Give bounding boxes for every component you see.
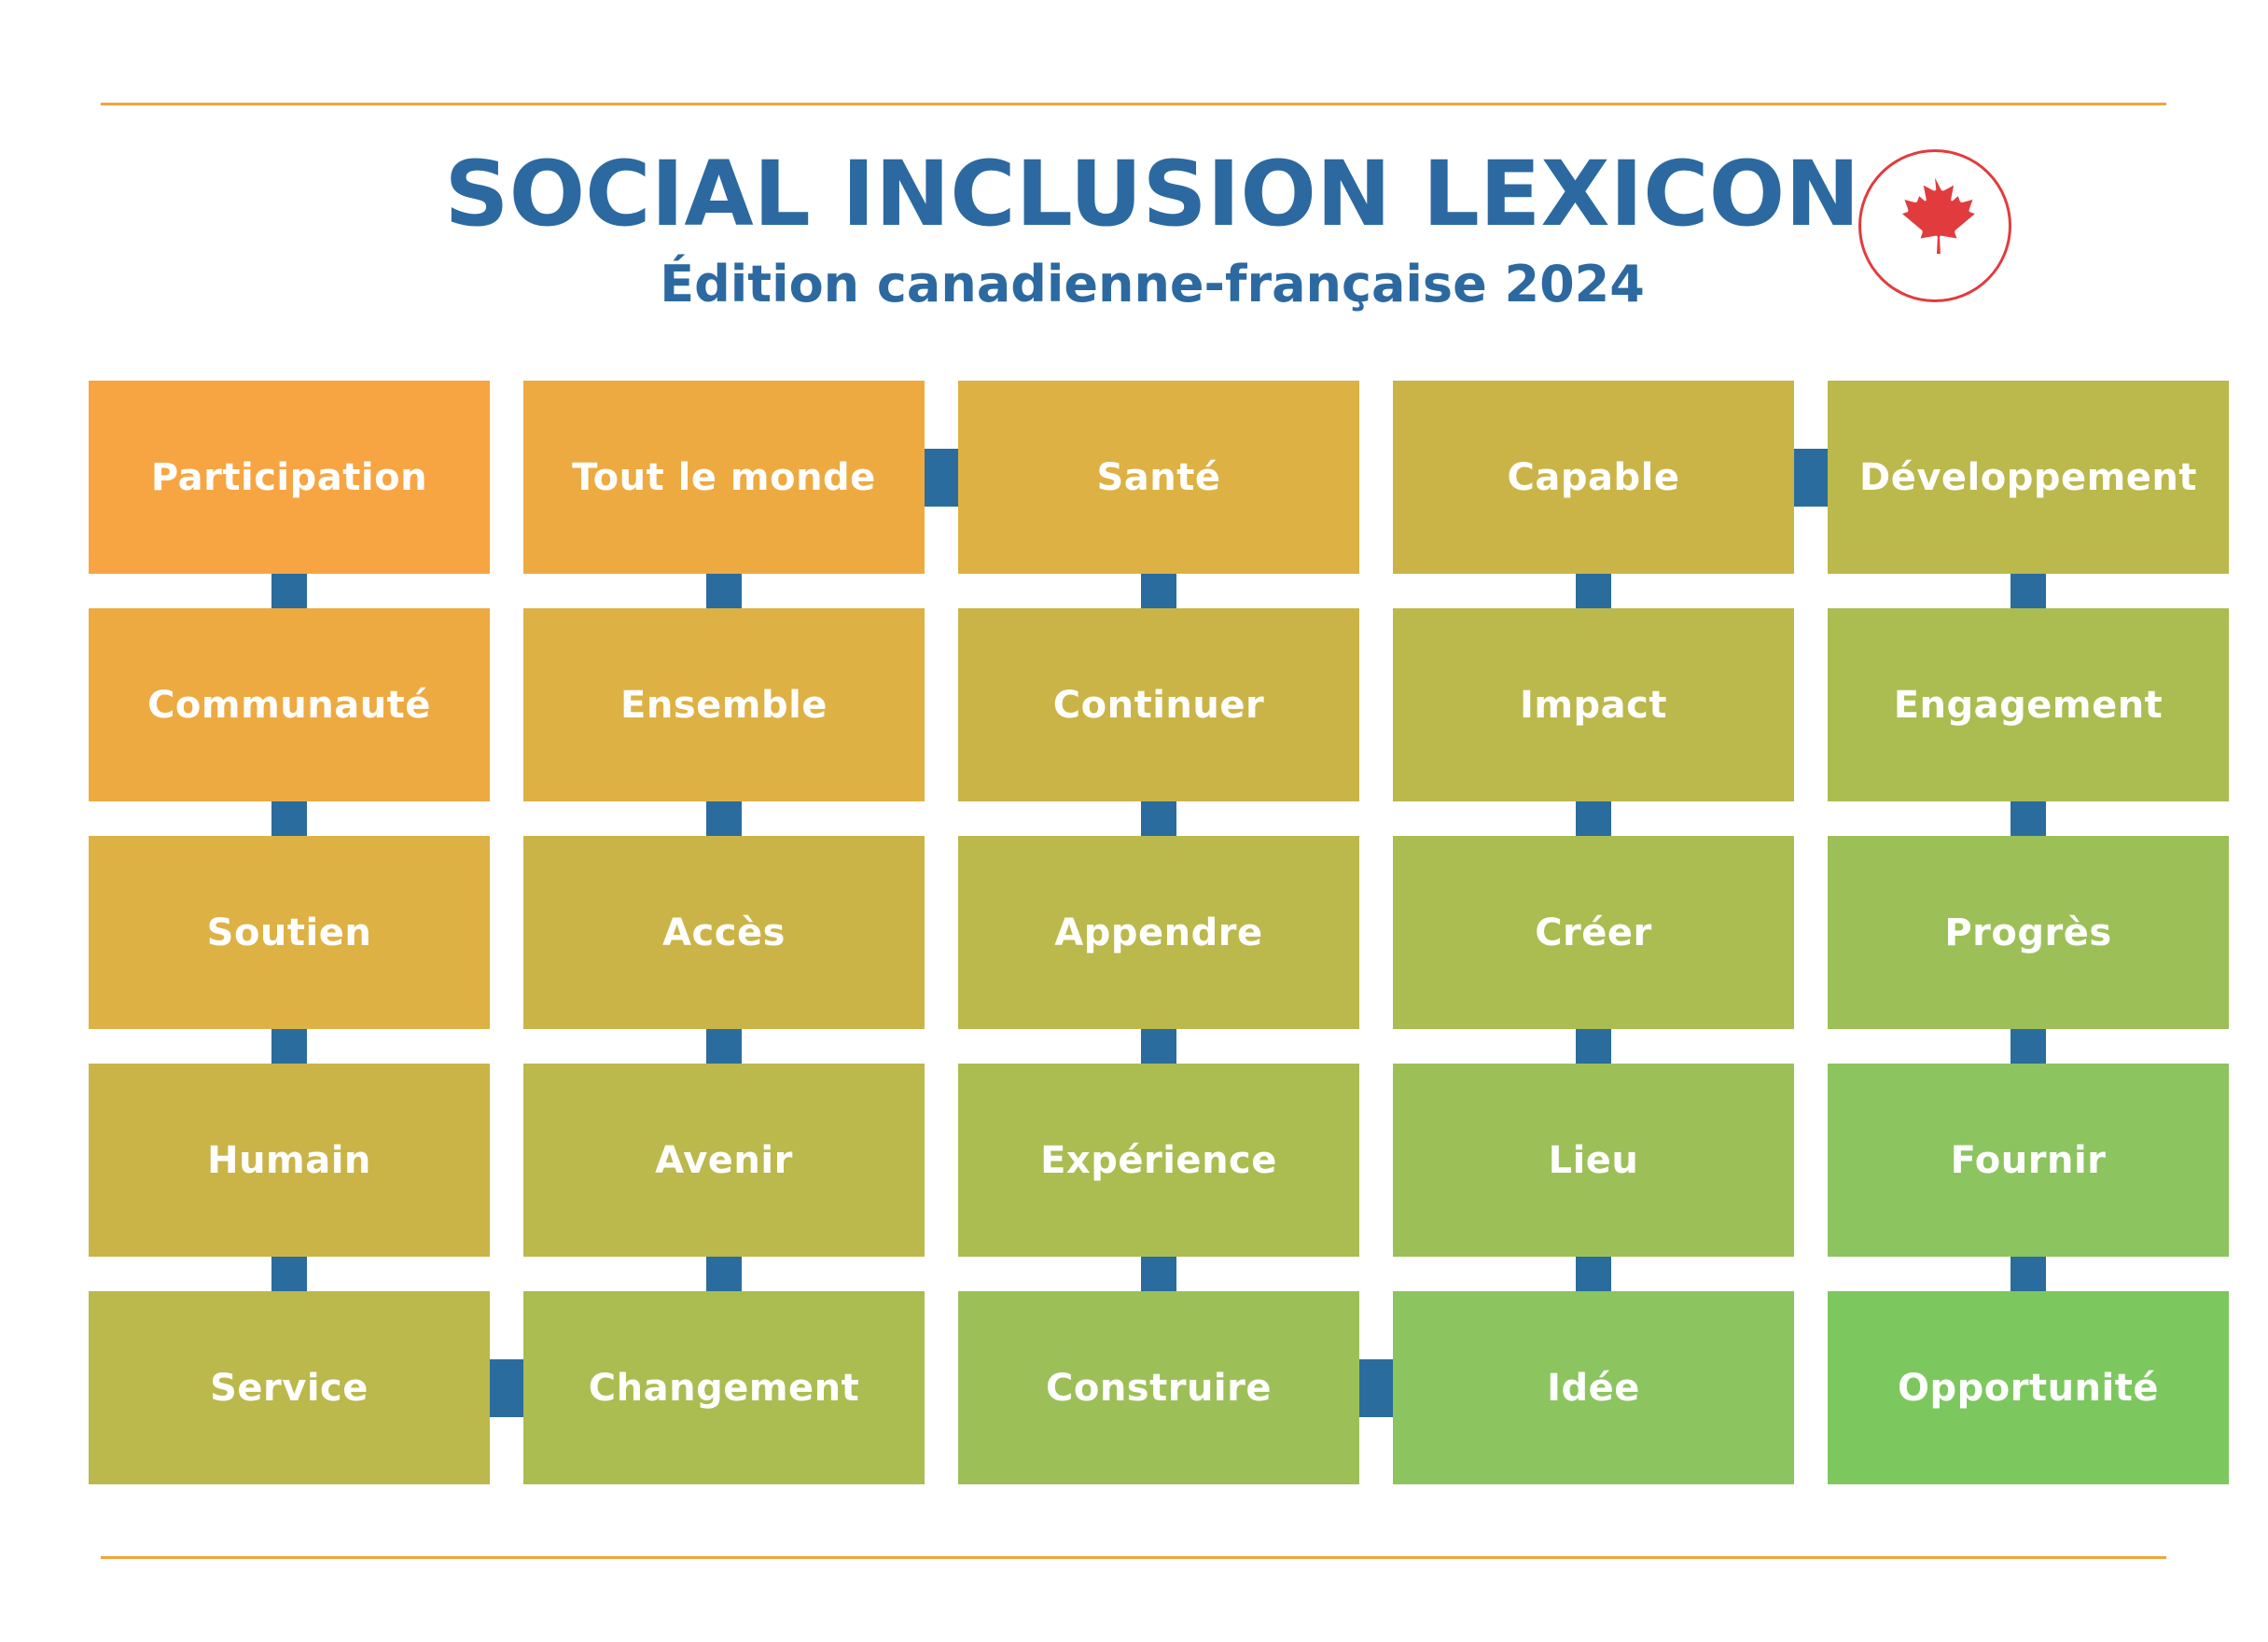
- word-tile-label: Expérience: [1040, 1138, 1277, 1182]
- word-tile: Changement: [523, 1291, 925, 1484]
- word-tile: Appendre: [958, 836, 1359, 1029]
- vertical-connector: [706, 801, 742, 836]
- word-tile: Opportunité: [1828, 1291, 2229, 1484]
- word-tile-label: Santé: [1096, 455, 1221, 499]
- bottom-divider-rule: [101, 1556, 2166, 1559]
- word-tile: Impact: [1393, 608, 1794, 801]
- word-tile: Progrès: [1828, 836, 2229, 1029]
- poster-title: SOCIAL INCLUSION LEXICON: [444, 142, 1860, 246]
- word-tile: Continuer: [958, 608, 1359, 801]
- word-tile: Créer: [1393, 836, 1794, 1029]
- word-tile-label: Service: [210, 1366, 369, 1410]
- vertical-connector: [706, 574, 742, 608]
- canada-logo-badge: [1858, 149, 2011, 302]
- word-tile: Communauté: [89, 608, 490, 801]
- word-tile: Tout le monde: [523, 381, 925, 574]
- word-tile-label: Participation: [150, 455, 428, 499]
- word-tile-label: Impact: [1519, 683, 1668, 727]
- word-tile: Accès: [523, 836, 925, 1029]
- word-tile: Lieu: [1393, 1064, 1794, 1257]
- word-tile: Développement: [1828, 381, 2229, 574]
- vertical-connector: [2011, 1257, 2046, 1291]
- word-tile-label: Développement: [1858, 455, 2198, 499]
- vertical-connector: [1576, 1029, 1611, 1064]
- horizontal-connector: [490, 1358, 523, 1417]
- poster-subtitle: Édition canadienne-française 2024: [660, 255, 1645, 313]
- word-tile: Construire: [958, 1291, 1359, 1484]
- word-tile-label: Humain: [207, 1138, 371, 1182]
- word-tile-label: Fournir: [1950, 1138, 2107, 1182]
- word-tile-label: Lieu: [1548, 1138, 1639, 1182]
- vertical-connector: [271, 801, 307, 836]
- vertical-connector: [1576, 574, 1611, 608]
- word-tile: Service: [89, 1291, 490, 1484]
- word-tile-label: Appendre: [1054, 911, 1263, 954]
- vertical-connector: [1141, 574, 1176, 608]
- vertical-connector: [271, 1029, 307, 1064]
- word-tile-label: Tout le monde: [572, 455, 876, 499]
- top-divider-rule: [101, 103, 2166, 105]
- word-tile-label: Accès: [662, 911, 786, 954]
- word-tile: Participation: [89, 381, 490, 574]
- word-tile-label: Communauté: [147, 683, 431, 727]
- word-tile-label: Changement: [588, 1366, 860, 1410]
- word-tile: Fournir: [1828, 1064, 2229, 1257]
- vertical-connector: [1141, 1029, 1176, 1064]
- word-tile-label: Engagement: [1893, 683, 2164, 727]
- vertical-connector: [2011, 574, 2046, 608]
- vertical-connector: [2011, 1029, 2046, 1064]
- word-tile: Expérience: [958, 1064, 1359, 1257]
- word-tile-label: Idée: [1547, 1366, 1640, 1410]
- vertical-connector: [706, 1257, 742, 1291]
- word-tile-label: Capable: [1507, 455, 1680, 499]
- word-tile: Avenir: [523, 1064, 925, 1257]
- word-tile-label: Soutien: [206, 911, 372, 954]
- vertical-connector: [1141, 801, 1176, 836]
- word-tile-label: Avenir: [655, 1138, 793, 1182]
- vertical-connector: [2011, 801, 2046, 836]
- vertical-connector: [271, 574, 307, 608]
- word-tile-label: Créer: [1535, 911, 1652, 954]
- vertical-connector: [1141, 1257, 1176, 1291]
- word-tile: Santé: [958, 381, 1359, 574]
- vertical-connector: [271, 1257, 307, 1291]
- vertical-connector: [1576, 1257, 1611, 1291]
- word-tile: Engagement: [1828, 608, 2229, 801]
- word-tile: Humain: [89, 1064, 490, 1257]
- maple-leaf-icon: [1883, 172, 1987, 280]
- word-tile: Ensemble: [523, 608, 925, 801]
- word-tile: Idée: [1393, 1291, 1794, 1484]
- word-tile-label: Opportunité: [1897, 1366, 2159, 1410]
- word-tile: Capable: [1393, 381, 1794, 574]
- horizontal-connector: [925, 448, 958, 507]
- vertical-connector: [706, 1029, 742, 1064]
- horizontal-connector: [1794, 448, 1828, 507]
- word-tile-label: Construire: [1045, 1366, 1272, 1410]
- word-tile-label: Continuer: [1052, 683, 1265, 727]
- vertical-connector: [1576, 801, 1611, 836]
- word-tile: Soutien: [89, 836, 490, 1029]
- horizontal-connector: [1359, 1358, 1393, 1417]
- word-tile-label: Ensemble: [620, 683, 828, 727]
- word-tile-label: Progrès: [1944, 911, 2112, 954]
